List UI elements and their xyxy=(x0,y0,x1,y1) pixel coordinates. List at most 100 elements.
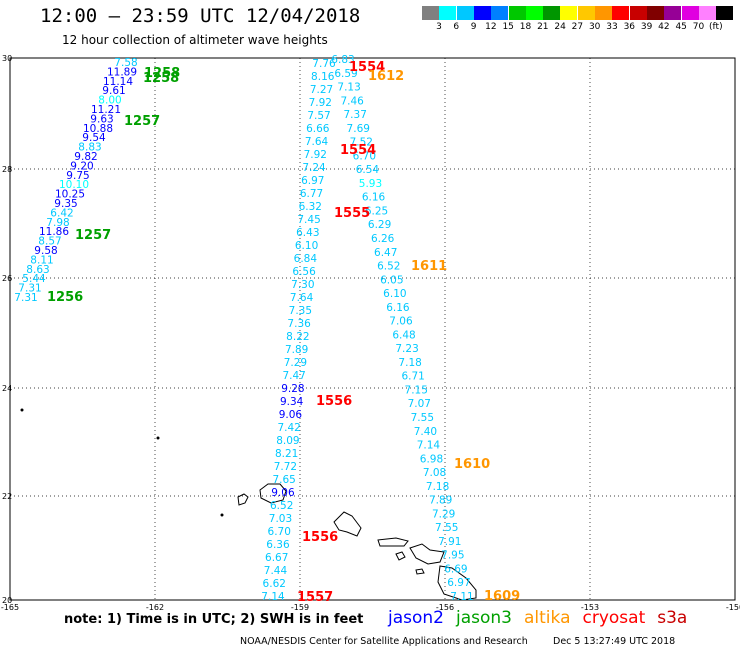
west-track-value: 11.89 xyxy=(107,66,137,78)
middle-track-value: 6.56 xyxy=(292,266,316,278)
middle-track-value: 7.45 xyxy=(297,214,320,226)
east-track-value: 6.98 xyxy=(420,453,443,465)
east-track-value: 7.11 xyxy=(450,591,473,603)
pass-time-label: 1611 xyxy=(411,259,447,274)
axis-labels: 30 28 26 24 22 20-165 -162 -159 -156 -153 -150 xyxy=(1,54,740,612)
west-track-value: 9.58 xyxy=(34,245,57,257)
east-track-value: 6.70 xyxy=(353,150,376,162)
island-niihau xyxy=(237,493,249,506)
west-track-value: 10.88 xyxy=(83,123,113,135)
west-track-value: 11.86 xyxy=(39,226,69,238)
east-track-value: 7.91 xyxy=(438,536,461,548)
east-track-value: 7.52 xyxy=(350,137,373,149)
middle-track-value: 8.22 xyxy=(286,331,309,343)
legend-label: 42 xyxy=(658,22,670,32)
middle-track-value: 7.03 xyxy=(269,513,292,525)
east-track-value: 7.08 xyxy=(423,467,446,479)
legend-label: 45 xyxy=(675,22,687,32)
legend-swatch xyxy=(525,6,543,20)
pass-time-label: 1557 xyxy=(297,590,333,605)
legend-swatch xyxy=(491,6,509,20)
satellite-jason2: jason2 xyxy=(388,608,444,628)
middle-track-value: 7.30 xyxy=(291,279,314,291)
island-lanai xyxy=(395,551,406,561)
middle-track-value: 7.29 xyxy=(284,357,307,369)
pass-time-label: 1612 xyxy=(368,69,404,84)
middle-track-value: 7.64 xyxy=(305,136,329,148)
satellite-cryosat: cryosat xyxy=(582,608,646,628)
east-track-value: 6.05 xyxy=(380,274,403,286)
legend-label: 21 xyxy=(537,22,549,32)
satellite-jason3: jason3 xyxy=(456,608,512,628)
west-track-value: 9.20 xyxy=(70,160,93,172)
west-track-value: 11.21 xyxy=(91,104,121,116)
legend-label: 6 xyxy=(453,22,460,32)
islet-dot xyxy=(20,408,24,412)
east-track-value: 6.48 xyxy=(392,329,415,341)
west-track-value: 8.11 xyxy=(30,254,53,266)
middle-track-value: 6.62 xyxy=(263,578,286,590)
west-track-value: 8.63 xyxy=(26,264,49,276)
lon-label: -165 xyxy=(1,603,19,612)
west-track-value: 9.82 xyxy=(74,151,97,163)
middle-track-value: 6.77 xyxy=(300,188,323,200)
island-kahoolawe xyxy=(415,568,425,575)
legend-swatch xyxy=(646,6,664,20)
altimeter-tracks: 7.5811.8911.149.618.0011.219.6310.889.54… xyxy=(14,54,473,603)
west-track-value: 7.31 xyxy=(18,283,41,295)
east-track-value: 7.69 xyxy=(347,123,370,135)
west-track-value: 7.31 xyxy=(14,292,37,304)
west-track-value: 5.44 xyxy=(22,273,46,285)
legend-swatch xyxy=(577,6,595,20)
pass-time-label: 1554 xyxy=(340,143,376,158)
island-hawaii xyxy=(437,565,477,601)
west-track-value: 9.61 xyxy=(102,85,125,97)
island-kauai xyxy=(259,483,287,504)
legend-label: 36 xyxy=(623,22,636,32)
lat-label: 24 xyxy=(2,384,12,393)
pass-time-label: 1610 xyxy=(454,457,490,472)
legend-label: (ft) xyxy=(709,22,723,32)
middle-track-value: 6.43 xyxy=(296,227,319,239)
lon-label: -159 xyxy=(291,603,309,612)
islet-dot xyxy=(220,513,224,517)
pass-time-label: 1257 xyxy=(124,114,160,129)
legend-swatch xyxy=(612,6,630,20)
lat-label: 30 xyxy=(2,54,12,63)
island-oahu xyxy=(333,511,362,537)
middle-track-value: 8.16 xyxy=(311,71,335,83)
pass-time-label: 1554 xyxy=(349,60,385,75)
east-track-value: 7.07 xyxy=(408,398,431,410)
legend-swatch xyxy=(543,6,561,20)
east-track-value: 6.54 xyxy=(356,164,380,176)
middle-track-value: 6.10 xyxy=(295,240,318,252)
map-note: note: 1) Time is in UTC; 2) SWH is in fe… xyxy=(64,612,364,627)
legend-swatch xyxy=(456,6,474,20)
middle-track-value: 6.52 xyxy=(270,500,293,512)
east-track-value: 5.93 xyxy=(359,178,382,190)
legend-swatch xyxy=(422,6,439,20)
middle-track-value: 9.06 xyxy=(271,487,295,499)
east-track-value: 7.06 xyxy=(389,316,413,328)
west-track-value: 9.75 xyxy=(66,170,89,182)
legend-swatch xyxy=(698,6,716,20)
legend-swatch xyxy=(629,6,647,20)
east-track-value: 7.18 xyxy=(398,357,421,369)
west-track-value: 8.83 xyxy=(78,142,101,154)
east-track-value: 7.37 xyxy=(344,109,367,121)
east-track-value: 6.97 xyxy=(447,577,470,589)
middle-track-value: 6.66 xyxy=(306,123,330,135)
east-track-value: 7.55 xyxy=(435,522,458,534)
legend-label: 24 xyxy=(554,22,566,32)
hawaiian-islands xyxy=(20,408,477,601)
west-track-value: 9.35 xyxy=(54,198,77,210)
middle-track-value: 7.76 xyxy=(312,58,336,70)
middle-track-value: 7.47 xyxy=(282,370,305,382)
west-track-value: 9.63 xyxy=(90,113,113,125)
east-track-value: 6.16 xyxy=(386,302,410,314)
pass-time-label: 1556 xyxy=(316,394,352,409)
west-track-value: 7.98 xyxy=(46,217,69,229)
map-frame xyxy=(9,57,736,601)
pass-time-label: 1556 xyxy=(302,530,338,545)
pass-time-label: 1555 xyxy=(334,206,370,221)
